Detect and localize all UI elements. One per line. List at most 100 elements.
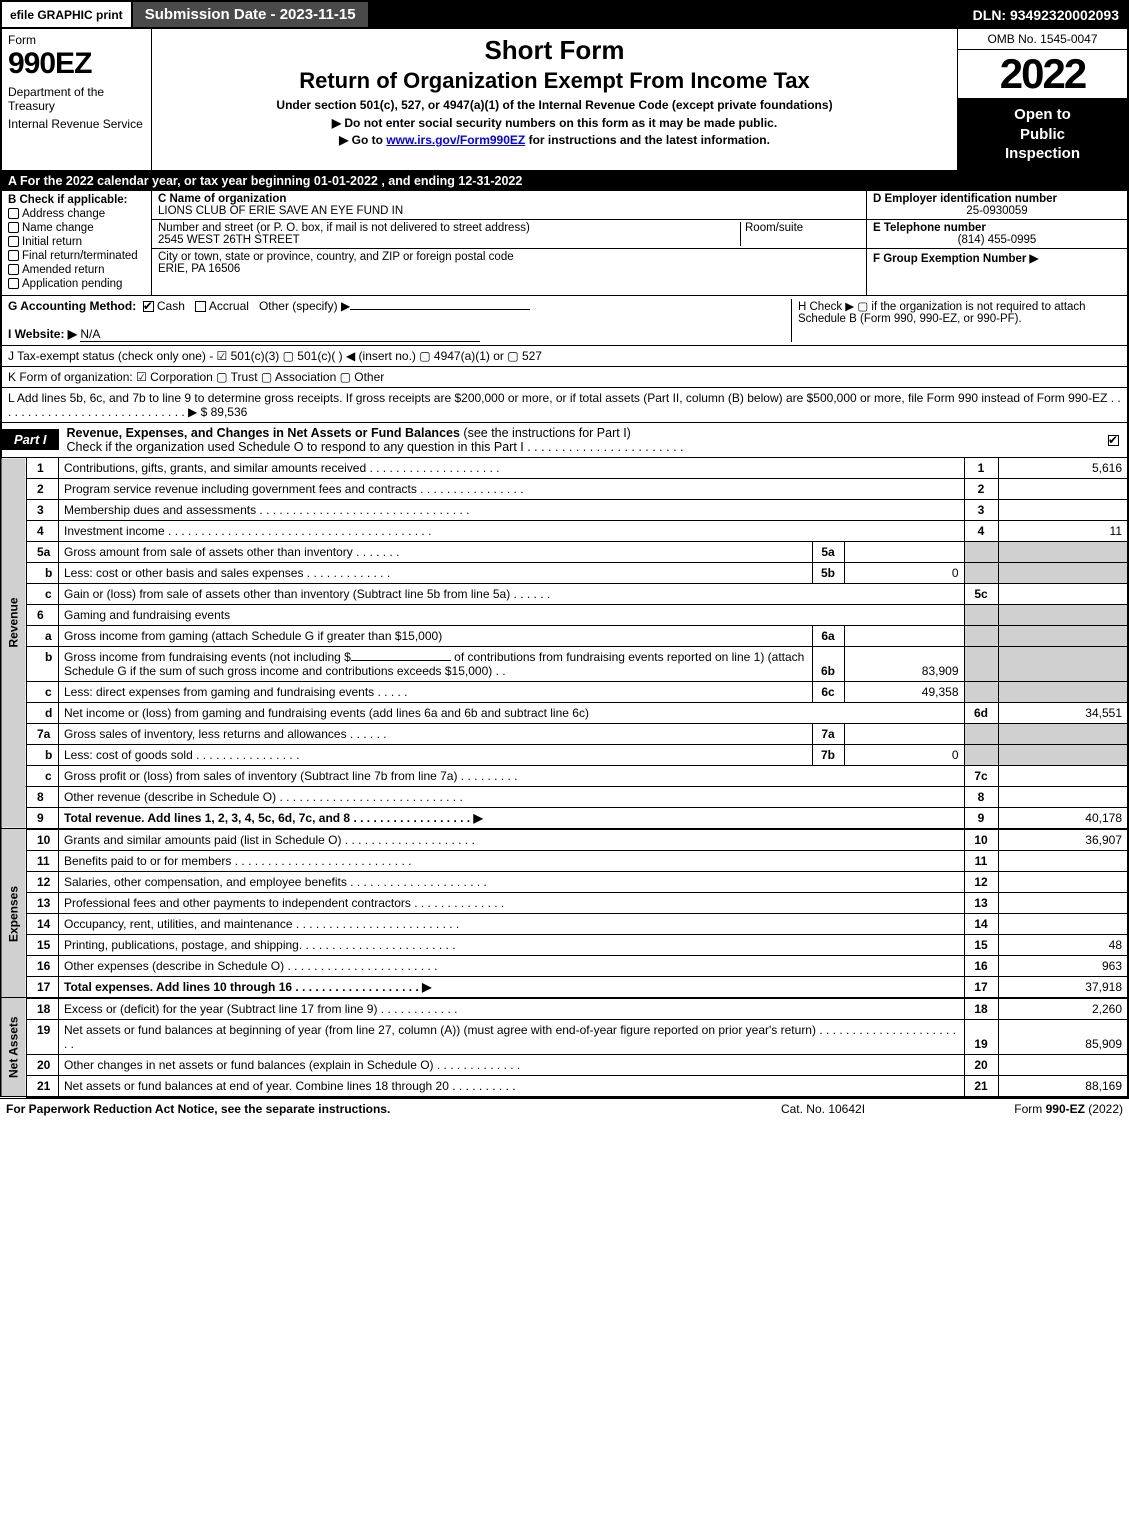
line-7a-num: 7a	[27, 723, 59, 744]
line-20-desc: Other changes in net assets or fund bala…	[59, 1054, 965, 1075]
line-5a-ref-shade	[964, 541, 998, 562]
line-17-ref: 17	[964, 976, 998, 998]
line-20-num: 20	[27, 1054, 59, 1075]
accounting-method: G Accounting Method: Cash Accrual Other …	[8, 299, 791, 342]
line-6b-mini-val: 83,909	[844, 646, 964, 681]
line-5a-desc: Gross amount from sale of assets other t…	[59, 541, 813, 562]
line-16-val: 963	[998, 955, 1128, 976]
line-3-num: 3	[27, 499, 59, 520]
topbar-spacer	[370, 2, 965, 27]
top-bar: efile GRAPHIC print Submission Date - 20…	[0, 0, 1129, 29]
line-9-num: 9	[27, 807, 59, 829]
page-footer: For Paperwork Reduction Act Notice, see …	[0, 1098, 1129, 1119]
chk-application-pending[interactable]: Application pending	[8, 278, 145, 290]
line-19-ref: 19	[964, 1019, 998, 1054]
line-14-ref: 14	[964, 913, 998, 934]
line-13-val	[998, 892, 1128, 913]
part1-header: Part I Revenue, Expenses, and Changes in…	[0, 423, 1129, 458]
line-6a-mini-val	[844, 625, 964, 646]
line-5c-desc: Gain or (loss) from sale of assets other…	[59, 583, 965, 604]
dept-treasury: Department of the Treasury	[8, 85, 145, 113]
goto-pre: ▶ Go to	[339, 133, 386, 147]
tel-row: E Telephone number (814) 455-0995	[867, 220, 1127, 249]
chk-final-return[interactable]: Final return/terminated	[8, 250, 145, 262]
row-g-h: G Accounting Method: Cash Accrual Other …	[0, 296, 1129, 346]
line-16-desc: Other expenses (describe in Schedule O) …	[59, 955, 965, 976]
row-k-form-org: K Form of organization: ☑ Corporation ▢ …	[0, 367, 1129, 388]
line-6c-mini-num: 6c	[812, 681, 844, 702]
line-6-num: 6	[27, 604, 59, 625]
org-name-value: LIONS CLUB OF ERIE SAVE AN EYE FUND IN	[158, 205, 860, 217]
line-4-num: 4	[27, 520, 59, 541]
line-10-desc: Grants and similar amounts paid (list in…	[59, 829, 965, 851]
row-h-schedule-b: H Check ▶ ▢ if the organization is not r…	[791, 299, 1121, 342]
line-8-desc: Other revenue (describe in Schedule O) .…	[59, 786, 965, 807]
chk-initial-return[interactable]: Initial return	[8, 236, 145, 248]
line-14-num: 14	[27, 913, 59, 934]
line-15-val: 48	[998, 934, 1128, 955]
chk-name-change[interactable]: Name change	[8, 222, 145, 234]
line-6d-val: 34,551	[998, 702, 1128, 723]
line-6c-num: c	[27, 681, 59, 702]
line-9-desc: Total revenue. Add lines 1, 2, 3, 4, 5c,…	[59, 807, 965, 829]
line-5b-num: b	[27, 562, 59, 583]
part1-table: Revenue 1 Contributions, gifts, grants, …	[0, 458, 1129, 1098]
line-11-desc: Benefits paid to or for members . . . . …	[59, 850, 965, 871]
line-13-desc: Professional fees and other payments to …	[59, 892, 965, 913]
line-4-ref: 4	[964, 520, 998, 541]
footer-cat: Cat. No. 10642I	[723, 1102, 923, 1116]
chk-accrual[interactable]	[195, 301, 206, 312]
city-value: ERIE, PA 16506	[158, 263, 860, 275]
subtitle: Under section 501(c), 527, or 4947(a)(1)…	[160, 98, 949, 112]
org-name-row: C Name of organization LIONS CLUB OF ERI…	[152, 191, 866, 220]
line-19-desc: Net assets or fund balances at beginning…	[59, 1019, 965, 1054]
line-5b-mini-val: 0	[844, 562, 964, 583]
part1-schedule-o-check[interactable]	[1103, 433, 1127, 447]
line-7c-desc: Gross profit or (loss) from sales of inv…	[59, 765, 965, 786]
website-label: I Website: ▶	[8, 327, 77, 341]
submission-date: Submission Date - 2023-11-15	[133, 2, 370, 27]
line-6a-mini-num: 6a	[812, 625, 844, 646]
col-c-org-info: C Name of organization LIONS CLUB OF ERI…	[152, 191, 867, 295]
side-label-expenses: Expenses	[1, 829, 27, 998]
line-7a-mini-val	[844, 723, 964, 744]
line-4-desc: Investment income . . . . . . . . . . . …	[59, 520, 965, 541]
group-exemption-row: F Group Exemption Number ▶	[867, 249, 1127, 267]
org-city-row: City or town, state or province, country…	[152, 249, 866, 277]
line-6-desc: Gaming and fundraising events	[59, 604, 965, 625]
line-6b-mini-num: 6b	[812, 646, 844, 681]
header-left: Form 990EZ Department of the Treasury In…	[2, 29, 152, 170]
line-7a-desc: Gross sales of inventory, less returns a…	[59, 723, 813, 744]
org-address-row: Number and street (or P. O. box, if mail…	[152, 220, 866, 249]
line-19-num: 19	[27, 1019, 59, 1054]
line-7c-val	[998, 765, 1128, 786]
ein-label: D Employer identification number	[873, 193, 1057, 205]
line-7b-desc: Less: cost of goods sold . . . . . . . .…	[59, 744, 813, 765]
irs-link[interactable]: www.irs.gov/Form990EZ	[386, 133, 525, 147]
chk-cash[interactable]	[143, 301, 154, 312]
line-5a-num: 5a	[27, 541, 59, 562]
line-1-ref: 1	[964, 458, 998, 479]
line-10-ref: 10	[964, 829, 998, 851]
line-21-num: 21	[27, 1075, 59, 1097]
line-5c-val	[998, 583, 1128, 604]
line-14-desc: Occupancy, rent, utilities, and maintena…	[59, 913, 965, 934]
line-18-num: 18	[27, 998, 59, 1020]
line-7c-num: c	[27, 765, 59, 786]
line-7c-ref: 7c	[964, 765, 998, 786]
efile-print-label[interactable]: efile GRAPHIC print	[2, 2, 133, 27]
line-2-val	[998, 478, 1128, 499]
entity-block: B Check if applicable: Address change Na…	[0, 191, 1129, 296]
line-6b-num: b	[27, 646, 59, 681]
tel-value: (814) 455-0995	[873, 234, 1121, 246]
chk-address-change[interactable]: Address change	[8, 208, 145, 220]
dln-label: DLN: 93492320002093	[965, 2, 1127, 27]
line-16-num: 16	[27, 955, 59, 976]
col-def: D Employer identification number 25-0930…	[867, 191, 1127, 295]
chk-amended-return[interactable]: Amended return	[8, 264, 145, 276]
line-3-val	[998, 499, 1128, 520]
line-5b-mini-num: 5b	[812, 562, 844, 583]
line-19-val: 85,909	[998, 1019, 1128, 1054]
line-7b-mini-val: 0	[844, 744, 964, 765]
line-15-desc: Printing, publications, postage, and shi…	[59, 934, 965, 955]
